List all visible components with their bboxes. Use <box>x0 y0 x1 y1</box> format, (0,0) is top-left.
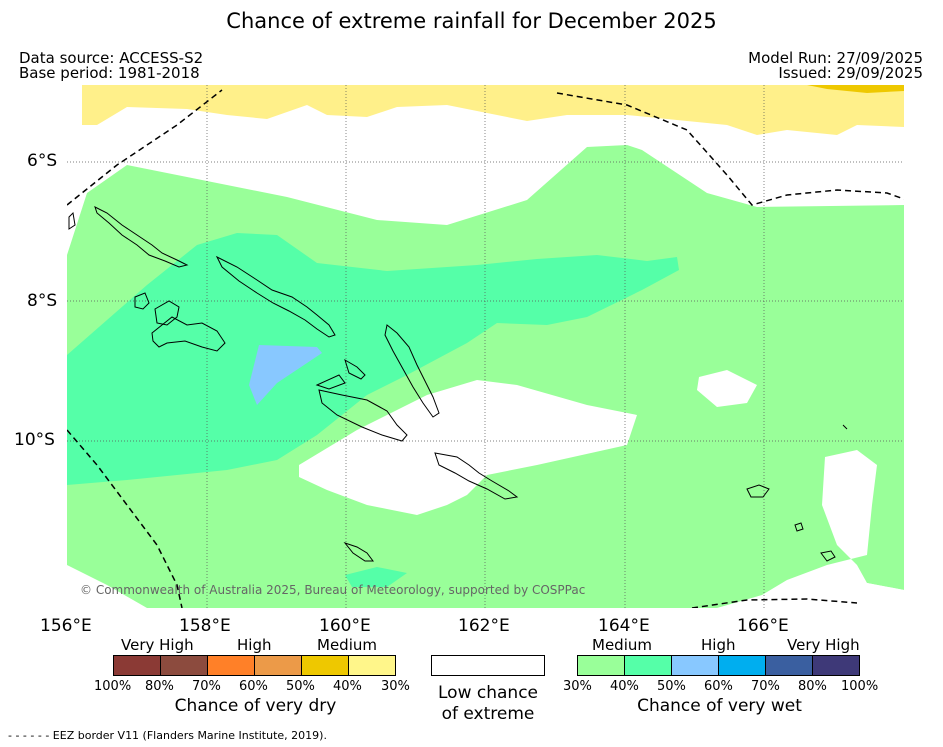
low-chance-area-southeast <box>717 450 904 608</box>
low-chance-area-east <box>697 370 757 407</box>
legend-low-chance-swatch <box>431 655 545 676</box>
legend-wet-swatch-2 <box>671 655 719 676</box>
eez-border <box>67 89 904 608</box>
wet-tick-100: 100% <box>841 679 879 694</box>
island-choiseul <box>94 206 189 268</box>
island-santa-cruz <box>746 484 770 498</box>
lon-label-166e: 166°E <box>737 616 789 636</box>
legend-wet-swatch-4 <box>765 655 813 676</box>
very-high-wet-area <box>249 345 322 405</box>
lon-label-156e: 156°E <box>40 616 92 636</box>
island-russell <box>315 374 346 390</box>
legend-wet-swatch-0 <box>577 655 625 676</box>
island-nggela <box>344 358 366 380</box>
wet-tick-50: 50% <box>657 679 686 694</box>
island-kolombangara <box>154 300 180 326</box>
low-chance-area-southwest <box>67 565 147 608</box>
wet-tick-60: 60% <box>704 679 733 694</box>
wet-tick-30: 30% <box>563 679 592 694</box>
copyright-notice: © Commonwealth of Australia 2025, Bureau… <box>80 583 585 597</box>
base-period: Base period: 1981-2018 <box>19 64 200 82</box>
dry-tick-100: 100% <box>94 679 132 694</box>
high-wet-area <box>67 233 679 485</box>
header-right: Model Run: 27/09/2025 Issued: 29/09/2025 <box>748 51 923 81</box>
lat-label-6s: 6°S <box>27 151 58 171</box>
island-santa-isabel <box>215 255 336 338</box>
data-source: Data source: ACCESS-S2 <box>19 49 204 67</box>
rainfall-map: © Commonwealth of Australia 2025, Bureau… <box>67 85 904 608</box>
wet-tick-70: 70% <box>751 679 780 694</box>
high-wet-area-south <box>345 567 407 587</box>
legend-wet-caption: Chance of very wet <box>637 696 802 716</box>
dry-tick-60: 60% <box>239 679 268 694</box>
legend-dry-swatch-2 <box>207 655 255 676</box>
coastlines <box>68 206 848 562</box>
high-dry-area <box>807 85 904 93</box>
legend-dry-swatch-4 <box>301 655 349 676</box>
wet-tick-80: 80% <box>798 679 827 694</box>
dry-tick-40: 40% <box>333 679 362 694</box>
header-left: Data source: ACCESS-S2 Base period: 1981… <box>19 51 203 81</box>
legend-dry-high: High <box>237 636 272 654</box>
legend-dry-medium: Medium <box>317 636 377 654</box>
low-chance-area-south <box>767 583 904 608</box>
lon-label-164e: 164°E <box>598 616 650 636</box>
island-rennell <box>343 541 374 562</box>
legend-dry-very-high: Very High <box>121 636 194 654</box>
eez-footer-note: - - - - - - EEZ border V11 (Flanders Mar… <box>8 729 327 742</box>
island-malaita <box>384 324 440 418</box>
legend-wet-very-high: Very High <box>787 636 860 654</box>
lon-label-158e: 158°E <box>179 616 231 636</box>
island-utupua <box>794 522 804 532</box>
dry-tick-30: 30% <box>381 679 410 694</box>
island-makira <box>434 452 519 500</box>
model-run: Model Run: 27/09/2025 <box>748 49 923 67</box>
island-guadalcanal <box>318 389 408 442</box>
wet-tick-40: 40% <box>610 679 639 694</box>
dry-tick-50: 50% <box>286 679 315 694</box>
lat-label-10s: 10°S <box>14 430 55 450</box>
legend-wet-medium: Medium <box>592 636 652 654</box>
legend-dry-swatch-3 <box>254 655 302 676</box>
legend-wet-high: High <box>701 636 736 654</box>
legend-dry-swatch-5 <box>348 655 396 676</box>
legend-low-chance-caption: Low chance of extreme <box>418 683 558 725</box>
island-vanikoro <box>820 550 836 562</box>
legend-dry-swatch-0 <box>113 655 161 676</box>
lat-label-8s: 8°S <box>27 291 58 311</box>
issued-date: Issued: 29/09/2025 <box>778 64 923 82</box>
island-vella-lavella <box>134 292 150 310</box>
legend-wet-swatch-1 <box>624 655 672 676</box>
legend-wet-swatch-5 <box>812 655 860 676</box>
map-title: Chance of extreme rainfall for December … <box>226 9 717 33</box>
low-chance-area-central <box>299 380 637 515</box>
low-chance-area-north <box>67 85 904 255</box>
legend-low-line1: Low chance <box>438 683 538 703</box>
legend-wet-swatch-3 <box>718 655 766 676</box>
medium-dry-area <box>67 85 904 135</box>
lon-label-162e: 162°E <box>458 616 510 636</box>
dry-tick-80: 80% <box>145 679 174 694</box>
legend-low-line2: of extreme <box>441 704 535 724</box>
island-small <box>68 211 848 430</box>
dry-tick-70: 70% <box>192 679 221 694</box>
map-grid <box>67 85 904 608</box>
legend-dry-swatch-1 <box>160 655 208 676</box>
lon-label-160e: 160°E <box>319 616 371 636</box>
island-new-georgia <box>151 316 226 352</box>
legend-dry-caption: Chance of very dry <box>174 696 337 716</box>
